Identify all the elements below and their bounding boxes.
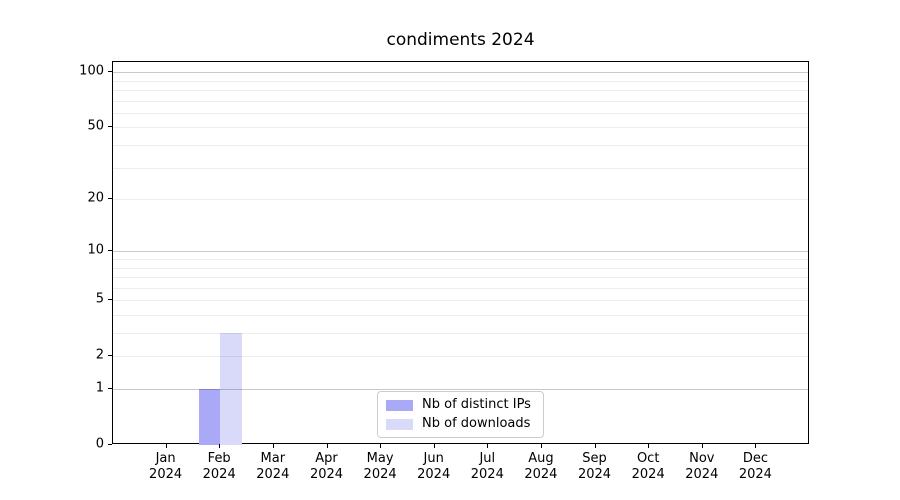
x-tick-label-mar-2024: Mar 2024 bbox=[256, 451, 290, 482]
x-tick-label-dec-2024: Dec 2024 bbox=[738, 451, 772, 482]
x-tick-label-may-2024: May 2024 bbox=[363, 451, 397, 482]
gridline-minor-30 bbox=[113, 167, 808, 169]
gridlines-layer bbox=[113, 62, 808, 443]
y-tick-100 bbox=[108, 71, 112, 73]
legend-swatch-distinct-ips bbox=[386, 399, 413, 411]
gridline-minor-70 bbox=[113, 100, 808, 102]
y-tick-10 bbox=[108, 250, 112, 252]
gridline-minor-20 bbox=[113, 199, 808, 201]
gridline-minor-40 bbox=[113, 145, 808, 146]
y-tick-50 bbox=[108, 126, 112, 128]
y-tick-20 bbox=[108, 198, 112, 200]
legend-label-distinct-ips: Nb of distinct IPs bbox=[422, 397, 531, 412]
x-tick-mar-2024 bbox=[272, 444, 274, 448]
x-tick-label-nov-2024: Nov 2024 bbox=[685, 451, 719, 482]
x-tick-feb-2024 bbox=[219, 444, 221, 448]
y-tick-label-5: 5 bbox=[95, 291, 104, 307]
x-tick-label-oct-2024: Oct 2024 bbox=[631, 451, 665, 482]
y-tick-label-1: 1 bbox=[95, 380, 104, 396]
x-tick-label-jan-2024: Jan 2024 bbox=[149, 451, 183, 482]
gridline-minor-80 bbox=[113, 90, 808, 91]
x-tick-jun-2024 bbox=[433, 444, 435, 448]
gridline-minor-9 bbox=[113, 259, 808, 260]
x-tick-sep-2024 bbox=[594, 444, 596, 448]
gridline-minor-3 bbox=[113, 333, 808, 334]
legend-swatch-downloads bbox=[386, 418, 413, 430]
legend: Nb of distinct IPs Nb of downloads bbox=[377, 391, 544, 438]
y-tick-label-20: 20 bbox=[87, 190, 104, 206]
y-tick-5 bbox=[108, 299, 112, 301]
legend-item-distinct-ips: Nb of distinct IPs bbox=[386, 397, 531, 413]
x-tick-nov-2024 bbox=[701, 444, 703, 448]
x-tick-label-aug-2024: Aug 2024 bbox=[524, 451, 558, 482]
x-tick-label-apr-2024: Apr 2024 bbox=[309, 451, 344, 482]
y-tick-label-10: 10 bbox=[87, 242, 104, 258]
y-tick-label-2: 2 bbox=[95, 347, 104, 363]
y-tick-1 bbox=[108, 388, 112, 389]
chart-title: condiments 2024 bbox=[386, 30, 535, 50]
gridline-minor-2 bbox=[113, 356, 808, 358]
x-tick-apr-2024 bbox=[326, 444, 328, 448]
y-tick-label-0: 0 bbox=[95, 436, 104, 452]
y-tick-0 bbox=[108, 444, 112, 445]
gridline-minor-6 bbox=[113, 287, 808, 289]
legend-label-downloads: Nb of downloads bbox=[422, 416, 531, 431]
gridline-minor-8 bbox=[113, 267, 808, 269]
gridline-minor-7 bbox=[113, 277, 808, 278]
x-tick-label-jul-2024: Jul 2024 bbox=[470, 451, 504, 482]
x-tick-jul-2024 bbox=[487, 444, 489, 448]
gridline-major-1 bbox=[113, 389, 808, 390]
plot-area bbox=[112, 61, 809, 445]
gridline-minor-60 bbox=[113, 112, 808, 114]
x-tick-dec-2024 bbox=[755, 444, 757, 448]
x-tick-label-jun-2024: Jun 2024 bbox=[417, 451, 451, 482]
gridline-minor-5 bbox=[113, 300, 808, 302]
x-tick-jan-2024 bbox=[165, 444, 167, 448]
gridline-minor-4 bbox=[113, 315, 808, 316]
y-tick-label-50: 50 bbox=[87, 118, 104, 134]
bars-layer bbox=[113, 62, 808, 445]
gridline-minor-50 bbox=[113, 127, 808, 129]
x-tick-label-sep-2024: Sep 2024 bbox=[577, 451, 612, 482]
gridline-major-10 bbox=[113, 251, 808, 253]
y-tick-2 bbox=[108, 355, 112, 357]
legend-item-downloads: Nb of downloads bbox=[386, 416, 531, 432]
gridline-major-100 bbox=[113, 72, 808, 74]
bar-nb-of-distinct-ips-feb-2024 bbox=[198, 389, 221, 445]
gridline-minor-90 bbox=[113, 80, 808, 82]
x-tick-may-2024 bbox=[380, 444, 382, 448]
x-tick-oct-2024 bbox=[648, 444, 650, 448]
y-tick-label-100: 100 bbox=[79, 63, 104, 79]
bar-nb-of-downloads-feb-2024 bbox=[220, 333, 242, 445]
x-tick-label-feb-2024: Feb 2024 bbox=[202, 451, 236, 482]
x-tick-aug-2024 bbox=[540, 444, 542, 448]
